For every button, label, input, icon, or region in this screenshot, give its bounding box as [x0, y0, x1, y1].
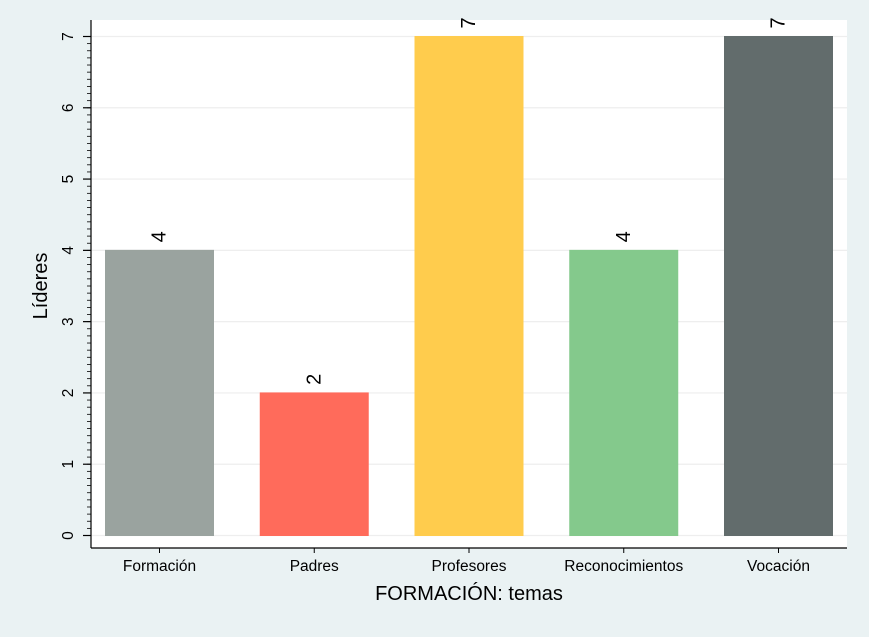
y-tick-label: 0 — [60, 531, 77, 540]
bar — [724, 36, 833, 536]
x-tick-label: Vocación — [747, 558, 810, 575]
bar — [259, 392, 369, 536]
data-label: 4 — [613, 231, 635, 242]
y-tick-label: 5 — [60, 175, 77, 184]
data-labels: 4 2 7 4 7 — [149, 17, 790, 385]
x-tick-label: Padres — [290, 558, 339, 575]
y-tick-label: 1 — [60, 460, 77, 469]
axes: Formación Padres Profesores Reconocimientos… — [60, 20, 847, 575]
data-label: 7 — [458, 17, 480, 28]
y-axis-title: Líderes — [30, 253, 52, 320]
data-label: 2 — [303, 374, 325, 385]
x-tick-label: Reconocimientos — [564, 558, 683, 575]
y-tick-label: 3 — [60, 317, 77, 326]
x-axis-title: FORMACIÓN: temas — [375, 582, 563, 605]
y-tick-label: 4 — [60, 246, 77, 255]
y-tick-label: 6 — [60, 103, 77, 112]
x-tick-label: Formación — [123, 558, 196, 575]
bar — [569, 249, 679, 536]
y-tick-label: 7 — [60, 32, 77, 41]
data-label: 4 — [149, 231, 171, 242]
bars — [105, 36, 833, 536]
bar — [105, 249, 214, 536]
x-tick-label: Profesores — [432, 558, 507, 575]
y-tick-label: 2 — [60, 389, 77, 398]
bar — [414, 36, 524, 536]
data-label: 7 — [768, 17, 790, 28]
